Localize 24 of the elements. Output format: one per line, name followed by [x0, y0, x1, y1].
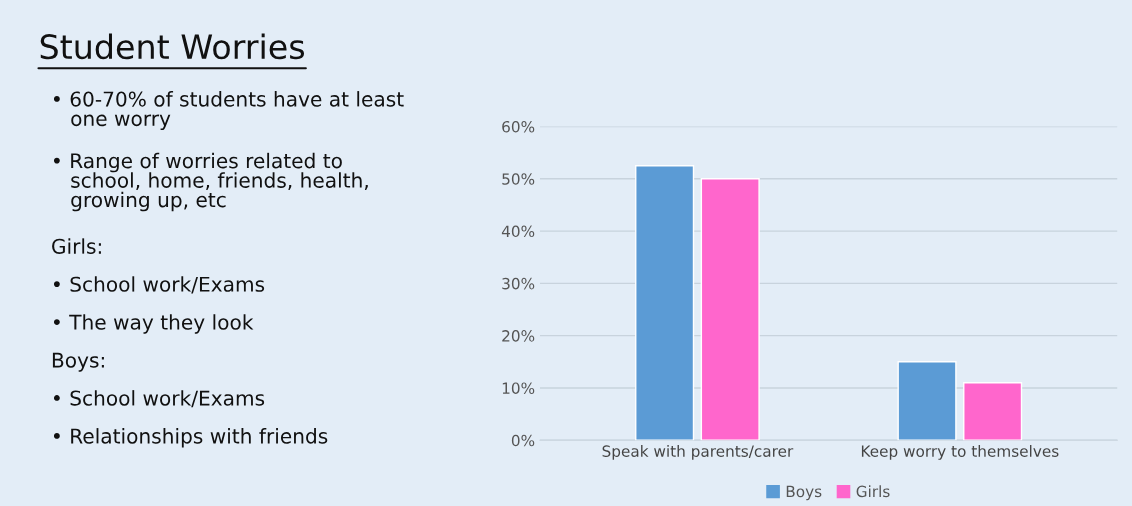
- text: Student Worries: [40, 33, 305, 60]
- bar: [963, 382, 1023, 441]
- text: • 60-70% of students have at least one worry: [53, 91, 404, 131]
- bar: [700, 178, 760, 441]
- y-tick-label: 20%: [502, 330, 535, 342]
- text: • School work/Exams: [53, 390, 265, 408]
- legend-label: Girls: [856, 485, 890, 498]
- y-tick-label: 50%: [502, 173, 535, 185]
- legend-label: Boys: [786, 485, 822, 501]
- y-tick-label: 60%: [502, 120, 535, 133]
- bar: [897, 361, 957, 441]
- text: Boys:: [52, 352, 104, 372]
- y-tick-label: 0%: [511, 434, 535, 447]
- text: • Range of worries related to school, home, friends, health, growing up, etc: [53, 152, 368, 212]
- x-tick-label: Speak with parents/carer: [602, 445, 794, 460]
- bar: [635, 165, 695, 441]
- y-tick-label: 30%: [502, 277, 535, 290]
- y-tick-label: 10%: [502, 382, 535, 394]
- x-tick-label: Keep worry to themselves: [861, 445, 1059, 460]
- text: • The way they look: [53, 314, 254, 334]
- y-tick-label: 40%: [501, 225, 535, 238]
- text: • School work/Exams: [53, 276, 265, 294]
- text: Girls:: [52, 238, 101, 254]
- text: • Relationships with friends: [53, 428, 328, 448]
